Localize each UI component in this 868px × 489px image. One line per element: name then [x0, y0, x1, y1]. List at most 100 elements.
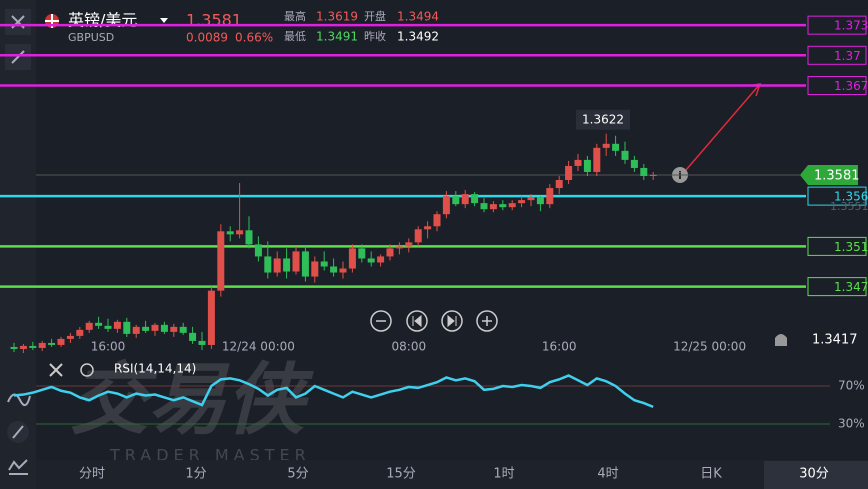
candle-body — [301, 251, 309, 277]
candle-body — [283, 258, 291, 272]
candle-body — [245, 230, 253, 245]
candle-body — [48, 342, 56, 345]
change-pct: 0.66% — [235, 31, 273, 45]
level-tag — [807, 236, 867, 256]
candle-body — [621, 150, 629, 160]
level-tag — [807, 45, 867, 65]
candle-body — [217, 231, 225, 291]
candle-body — [311, 261, 319, 277]
level-label: 1.373 — [834, 19, 868, 33]
tab[interactable]: 30分 — [799, 467, 829, 482]
current-price: 1.3581 — [814, 168, 860, 183]
candle-body — [367, 258, 375, 263]
zoom-in[interactable] — [476, 310, 498, 332]
chart-type-button[interactable] — [8, 459, 28, 475]
candle-body — [565, 165, 573, 181]
candle-body — [142, 326, 150, 331]
candle-body — [499, 204, 507, 208]
candle-body — [170, 326, 178, 332]
candle-body — [207, 290, 215, 345]
level-tag — [807, 186, 867, 206]
candle-body — [76, 329, 84, 336]
candle-body — [85, 322, 93, 330]
candle-body — [29, 345, 37, 348]
tab[interactable]: 15分 — [386, 467, 416, 482]
tab[interactable]: 4时 — [597, 467, 618, 482]
tab[interactable]: 日K — [700, 467, 722, 482]
candle-body — [57, 338, 65, 345]
level-label: 1.351 — [834, 240, 868, 254]
indicator-settings[interactable] — [80, 363, 94, 377]
stat-value: 1.3619 — [316, 10, 358, 24]
candle-body — [226, 231, 234, 235]
x-tick-label: 12/25 00:00 — [673, 340, 746, 354]
marker-price: 1.3551 — [830, 200, 868, 213]
y-tick-label: 30% — [838, 417, 865, 431]
indicator-button[interactable] — [7, 393, 31, 407]
step-back[interactable] — [406, 310, 428, 332]
candle-body — [264, 256, 272, 273]
candle-body — [179, 326, 187, 333]
candle-body — [602, 143, 610, 148]
indicator-title: RSI(14,14,14) — [114, 362, 196, 376]
candle-body — [583, 159, 591, 172]
candle-body — [254, 244, 262, 257]
candle-body — [630, 159, 638, 168]
level-label: 1.367 — [834, 79, 868, 93]
tab[interactable]: 1时 — [493, 467, 514, 482]
zoom-out[interactable] — [370, 310, 392, 332]
candle-body — [649, 174, 657, 176]
alert-bell[interactable] — [775, 334, 787, 346]
candle-body — [236, 230, 244, 235]
candle-body — [452, 196, 460, 205]
tab-bar — [36, 460, 868, 489]
tool-button[interactable] — [5, 44, 31, 70]
x-tick-label: 16:00 — [91, 340, 126, 354]
dropdown-arrow[interactable] — [160, 18, 168, 23]
candle-body — [66, 335, 74, 339]
candle-body — [405, 242, 413, 247]
candle-body — [480, 203, 488, 210]
peak-box — [576, 109, 630, 130]
candle-body — [95, 322, 103, 326]
candle-body — [574, 159, 582, 166]
candle-body — [198, 340, 206, 345]
x-tick-label: 16:00 — [542, 340, 577, 354]
x-tick-label: 08:00 — [392, 340, 427, 354]
candle-body — [433, 214, 441, 227]
candle-body — [395, 246, 403, 249]
tab-selected — [764, 461, 868, 489]
close-button[interactable] — [5, 9, 31, 35]
current-price-tag — [800, 164, 858, 185]
candle-body — [527, 197, 535, 201]
candle-body — [189, 332, 197, 341]
step-forward[interactable] — [441, 310, 463, 332]
x-tick-label: 12/24 00:00 — [222, 340, 295, 354]
tab[interactable]: 分时 — [79, 467, 105, 482]
draw-button[interactable] — [7, 421, 29, 443]
pair-name[interactable]: 英镑/美元 — [68, 11, 137, 30]
candle-body — [386, 248, 394, 257]
candle-body — [508, 203, 516, 208]
price: 1.3581 — [186, 11, 242, 30]
tab[interactable]: 5分 — [287, 467, 308, 482]
y-tick-label: 70% — [838, 379, 865, 393]
candle-body — [612, 143, 620, 151]
candle-body — [113, 321, 121, 329]
level-tag — [807, 75, 867, 95]
candle-body — [330, 266, 338, 273]
candle-body — [555, 180, 563, 189]
candle-body — [273, 258, 281, 273]
candle-body — [358, 248, 366, 259]
level-label: 1.37 — [834, 49, 861, 63]
peak-label: 1.3622 — [582, 112, 624, 126]
stat-value: 1.3492 — [397, 30, 439, 44]
candle-body — [38, 342, 46, 348]
close-indicator[interactable] — [49, 363, 63, 377]
tab[interactable]: 1分 — [185, 467, 206, 482]
candle-body — [489, 204, 497, 210]
candle-body — [471, 194, 479, 204]
candle-body — [104, 325, 112, 329]
candle-body — [546, 188, 554, 205]
